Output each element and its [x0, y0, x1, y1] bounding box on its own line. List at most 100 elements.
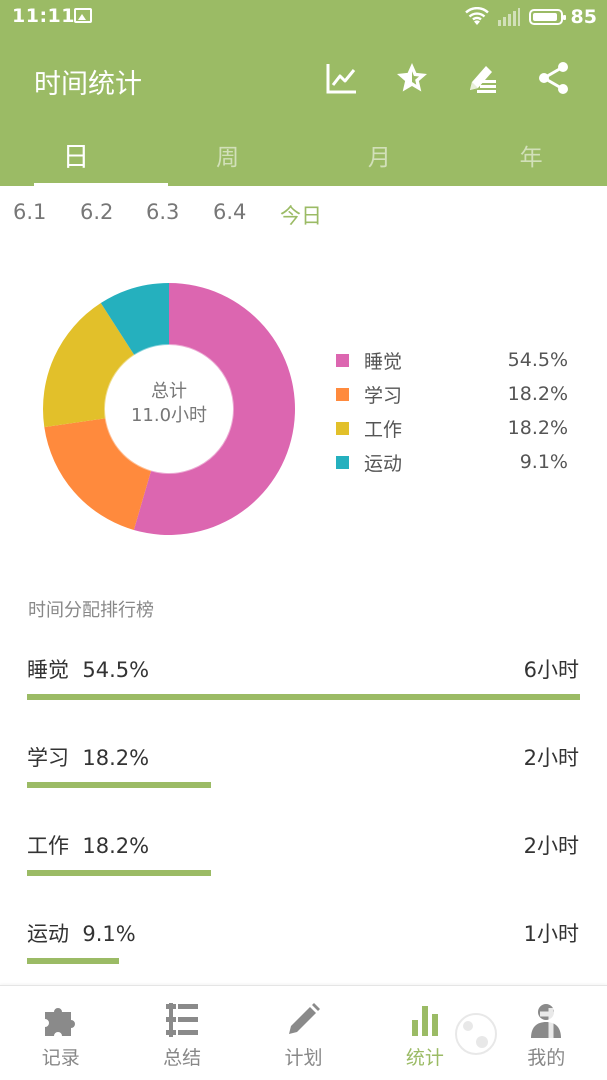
ranking-title: 时间分配排行榜: [28, 600, 154, 621]
image-notification-icon: [74, 8, 92, 23]
nav-label: 总结: [163, 1047, 202, 1069]
bar-chart-icon: [411, 1006, 438, 1036]
ranking-item-name: 工作: [27, 834, 69, 858]
legend-entry: 工作 18.2%: [336, 411, 568, 445]
battery-level: 85: [570, 6, 597, 28]
battery-icon: [528, 9, 566, 25]
legend-label: 工作: [364, 418, 403, 441]
ranking-item-pct: 18.2%: [82, 834, 150, 858]
pie-slice-3[interactable]: [43, 303, 135, 428]
page-title: 时间统计: [34, 69, 142, 100]
ranking-bar-track: [27, 694, 580, 700]
ranking-item-pct: 54.5%: [82, 658, 150, 682]
date-item[interactable]: 6.2: [80, 200, 114, 224]
ranking-item-hours: 2小时: [523, 746, 579, 770]
star-icon: [397, 63, 427, 92]
nav-label: 统计: [405, 1047, 444, 1069]
nav-label: 计划: [284, 1047, 323, 1069]
watermark-logo: [455, 1007, 596, 1055]
share-button[interactable]: [534, 58, 574, 98]
ranking-item-name: 睡觉: [27, 658, 69, 682]
ranking-item[interactable]: 工作 18.2% 2小时: [0, 830, 607, 890]
status-time: 11:11: [12, 5, 75, 27]
date-item[interactable]: 6.3: [146, 200, 180, 224]
legend-swatch: [336, 421, 349, 435]
legend-entry: 运动 9.1%: [336, 445, 568, 479]
ranking-item-label: 运动 9.1%: [27, 918, 136, 948]
ranking-bar: [27, 958, 120, 964]
puzzle-icon: [44, 1008, 75, 1036]
date-item[interactable]: 6.4: [213, 200, 247, 224]
legend-entry: 睡觉 54.5%: [336, 343, 568, 377]
donut-chart-svg: [43, 283, 295, 535]
header: 11:11 85 时间统计: [0, 0, 607, 186]
total-value: 11.0小时: [130, 405, 208, 426]
legend-label: 学习: [364, 384, 403, 407]
nav-label: 记录: [41, 1047, 80, 1069]
tab-month[interactable]: 月: [367, 145, 391, 171]
ranking-item[interactable]: 睡觉 54.5% 6小时: [0, 654, 607, 714]
favorite-button[interactable]: [392, 58, 432, 98]
edit-list-icon: [470, 66, 496, 93]
legend-value: 18.2%: [507, 383, 568, 405]
pencil-icon: [289, 1003, 321, 1034]
nav-statistics[interactable]: 统计: [364, 986, 485, 1080]
ranking-item-pct: 18.2%: [82, 746, 150, 770]
pie-slice-2[interactable]: [44, 418, 152, 530]
edit-button[interactable]: [462, 58, 502, 98]
ranking-bar-track: [27, 870, 580, 876]
donut-hole: [112, 352, 226, 466]
pie-slice-1[interactable]: [133, 283, 295, 535]
ranking-item-name: 学习: [27, 746, 69, 770]
date-selector: 6.1 6.2 6.3 6.4 今日: [0, 196, 607, 232]
nav-label: 我的: [527, 1047, 566, 1069]
legend-label: 睡觉: [364, 350, 403, 373]
share-icon: [539, 62, 568, 94]
legend-swatch: [336, 353, 349, 367]
tab-week[interactable]: 周: [216, 145, 240, 171]
ranking-bar-track: [27, 958, 580, 964]
total-label: 总计: [151, 381, 187, 402]
status-bar: 11:11 85: [0, 0, 607, 34]
signal-icon: [497, 8, 520, 26]
legend-entry: 学习 18.2%: [336, 377, 568, 411]
toolbar: 时间统计: [0, 44, 607, 116]
trend-button[interactable]: [322, 58, 362, 98]
period-tabs: 日 周 月 年: [0, 128, 607, 186]
wifi-icon: [464, 7, 489, 25]
ranking-item-hours: 6小时: [523, 658, 579, 682]
ranking-item-label: 睡觉 54.5%: [27, 654, 149, 684]
ranking-bar-track: [27, 782, 580, 788]
ranking-item-pct: 9.1%: [82, 922, 136, 946]
tab-year[interactable]: 年: [519, 145, 543, 171]
tab-day[interactable]: 日: [0, 128, 168, 186]
chart-center-label: 总计 11.0小时: [36, 380, 302, 428]
ranking-item-label: 工作 18.2%: [27, 830, 149, 860]
date-item-today[interactable]: 今日: [280, 204, 322, 228]
date-item[interactable]: 6.1: [13, 200, 47, 224]
legend-label: 运动: [364, 452, 403, 475]
legend-swatch: [336, 387, 349, 401]
status-right: 85: [464, 4, 597, 30]
bottom-nav: 记录 总结 计划 统计 我的: [0, 985, 607, 1080]
trend-icon: [326, 64, 356, 94]
legend-value: 9.1%: [519, 451, 568, 473]
legend-value: 18.2%: [507, 417, 568, 439]
ranking-bar: [27, 782, 212, 788]
list-icon: [166, 1003, 199, 1037]
pie-slice-4[interactable]: [100, 283, 169, 356]
ranking-bar: [27, 870, 212, 876]
ranking-item[interactable]: 运动 9.1% 1小时: [0, 918, 607, 978]
ranking-bar: [27, 694, 580, 700]
nav-plan[interactable]: 计划: [243, 986, 364, 1080]
ranking-item-hours: 1小时: [523, 922, 579, 946]
chart-legend: 睡觉 54.5% 学习 18.2% 工作 18.2% 运动 9.1%: [336, 343, 568, 479]
ranking-item-hours: 2小时: [523, 834, 579, 858]
donut-chart: 总计 11.0小时: [36, 276, 302, 542]
nav-record[interactable]: 记录: [0, 986, 121, 1080]
legend-swatch: [336, 455, 349, 469]
ranking-item-name: 运动: [27, 922, 69, 946]
nav-summary[interactable]: 总结: [121, 986, 242, 1080]
legend-value: 54.5%: [507, 349, 568, 371]
ranking-item[interactable]: 学习 18.2% 2小时: [0, 742, 607, 802]
